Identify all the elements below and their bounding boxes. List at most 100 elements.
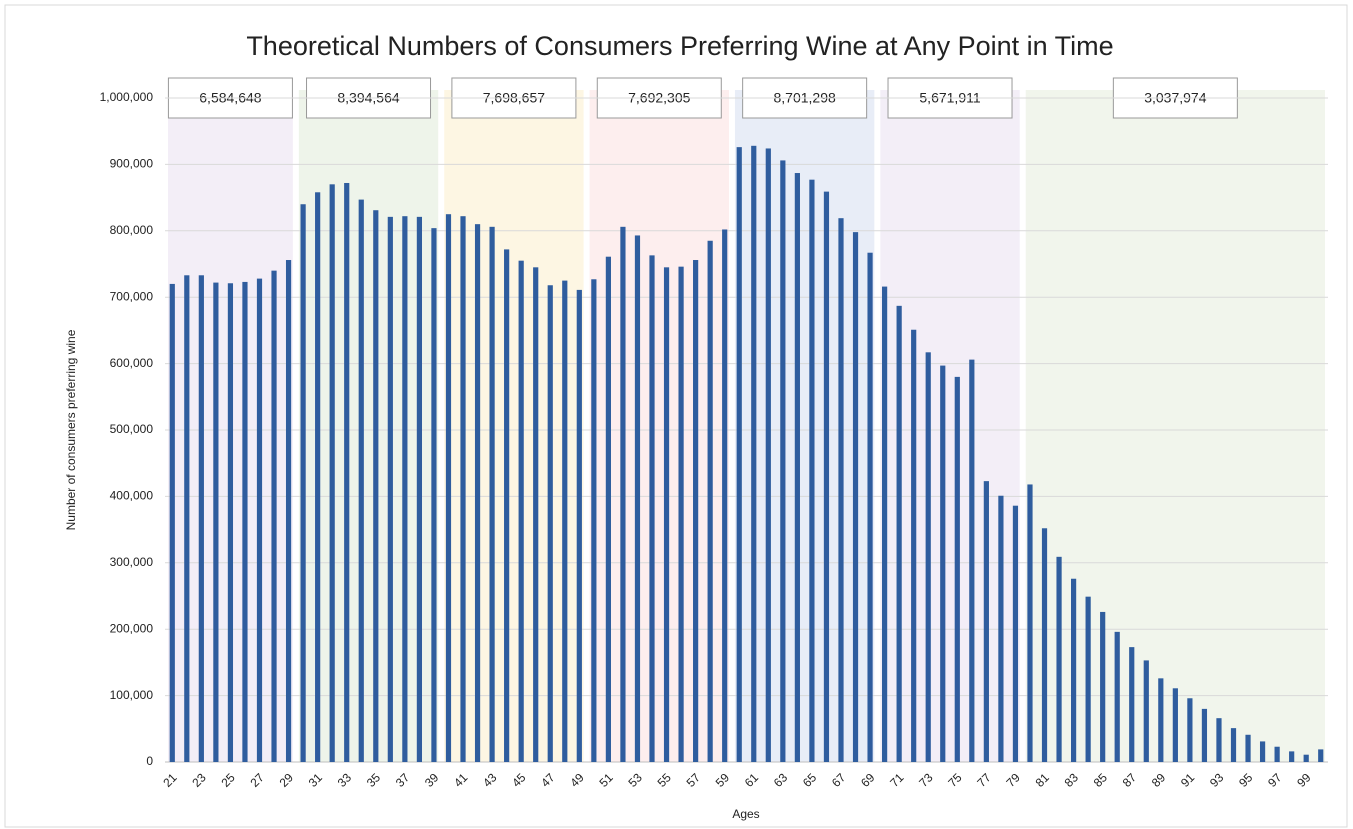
bar <box>271 270 277 762</box>
bar <box>707 240 713 762</box>
y-tick-label: 900,000 <box>110 157 154 171</box>
bar <box>184 275 190 762</box>
bar <box>315 192 321 763</box>
bar <box>1100 611 1106 762</box>
y-tick-label: 300,000 <box>110 555 154 569</box>
bar <box>1274 746 1280 762</box>
bar <box>373 210 379 762</box>
y-tick-label: 400,000 <box>110 489 154 503</box>
group-band <box>444 90 584 762</box>
bar <box>1085 596 1091 762</box>
bar <box>358 199 364 763</box>
bar <box>518 260 524 762</box>
bar <box>533 267 539 762</box>
group-band <box>734 90 875 762</box>
bar <box>1259 741 1266 762</box>
bar <box>663 267 670 762</box>
x-axis-title: Ages <box>732 807 759 821</box>
bar <box>954 376 960 762</box>
bar <box>998 495 1004 762</box>
bar <box>1158 678 1164 762</box>
bar <box>925 352 931 762</box>
bar <box>911 329 917 762</box>
bar <box>896 305 902 762</box>
bar <box>1187 698 1193 762</box>
bar <box>852 232 859 763</box>
bar <box>867 252 873 762</box>
bar <box>969 359 975 762</box>
bar <box>780 160 786 762</box>
bar <box>838 218 844 762</box>
bar <box>765 148 771 763</box>
bar <box>620 226 626 763</box>
bar <box>1114 631 1120 762</box>
bar <box>1289 751 1295 762</box>
bar <box>1201 708 1208 762</box>
bar <box>445 214 452 762</box>
bar <box>256 278 263 762</box>
bar <box>1027 484 1033 762</box>
y-tick-label: 600,000 <box>110 356 154 370</box>
y-tick-label: 700,000 <box>110 289 154 303</box>
bar <box>634 235 641 762</box>
group-band <box>1025 90 1325 762</box>
bar <box>213 282 219 762</box>
bar <box>693 260 699 762</box>
bar <box>1056 556 1062 762</box>
bar <box>1070 578 1077 762</box>
bar <box>940 365 946 762</box>
bar <box>1245 734 1251 762</box>
bar <box>809 179 815 762</box>
bar <box>300 204 306 763</box>
bar <box>576 289 582 762</box>
bar <box>416 216 423 762</box>
bar <box>227 283 234 762</box>
bar <box>169 283 175 762</box>
bar <box>591 279 597 762</box>
bar <box>562 280 568 762</box>
bar <box>489 226 495 763</box>
bar <box>736 147 742 763</box>
y-tick-label: 0 <box>146 754 153 768</box>
bar <box>474 224 481 762</box>
y-tick-label: 500,000 <box>110 422 154 436</box>
bar <box>678 266 684 762</box>
bar <box>882 286 888 762</box>
bar <box>1172 688 1178 762</box>
y-axis-title: Number of consumers preferring wine <box>64 329 78 530</box>
bar <box>198 275 204 762</box>
bar <box>605 256 611 762</box>
bar <box>983 481 989 762</box>
bar <box>649 255 655 763</box>
bar <box>504 249 510 763</box>
bar <box>1318 749 1324 762</box>
y-tick-label: 800,000 <box>110 223 154 237</box>
bar <box>1216 718 1222 762</box>
bar <box>402 216 408 762</box>
bar <box>1129 647 1135 762</box>
bar <box>431 228 437 763</box>
bar <box>329 184 335 762</box>
bar <box>1303 754 1309 762</box>
group-band <box>589 90 729 762</box>
bar <box>242 281 248 762</box>
bar <box>751 145 757 763</box>
bar <box>794 173 800 763</box>
bar <box>823 191 830 762</box>
chart-title: Theoretical Numbers of Consumers Preferr… <box>246 31 1113 61</box>
bar <box>722 229 728 763</box>
bar <box>1012 505 1019 762</box>
y-tick-label: 200,000 <box>110 621 154 635</box>
group-band <box>880 90 1020 762</box>
group-band <box>298 90 439 762</box>
bar <box>547 285 553 762</box>
y-tick-label: 100,000 <box>110 688 154 702</box>
bar <box>1230 728 1237 762</box>
bar <box>344 182 350 762</box>
bar <box>460 216 466 762</box>
bar <box>1041 528 1048 762</box>
bar <box>285 260 292 762</box>
y-tick-label: 1,000,000 <box>100 90 154 104</box>
bar <box>387 216 393 762</box>
